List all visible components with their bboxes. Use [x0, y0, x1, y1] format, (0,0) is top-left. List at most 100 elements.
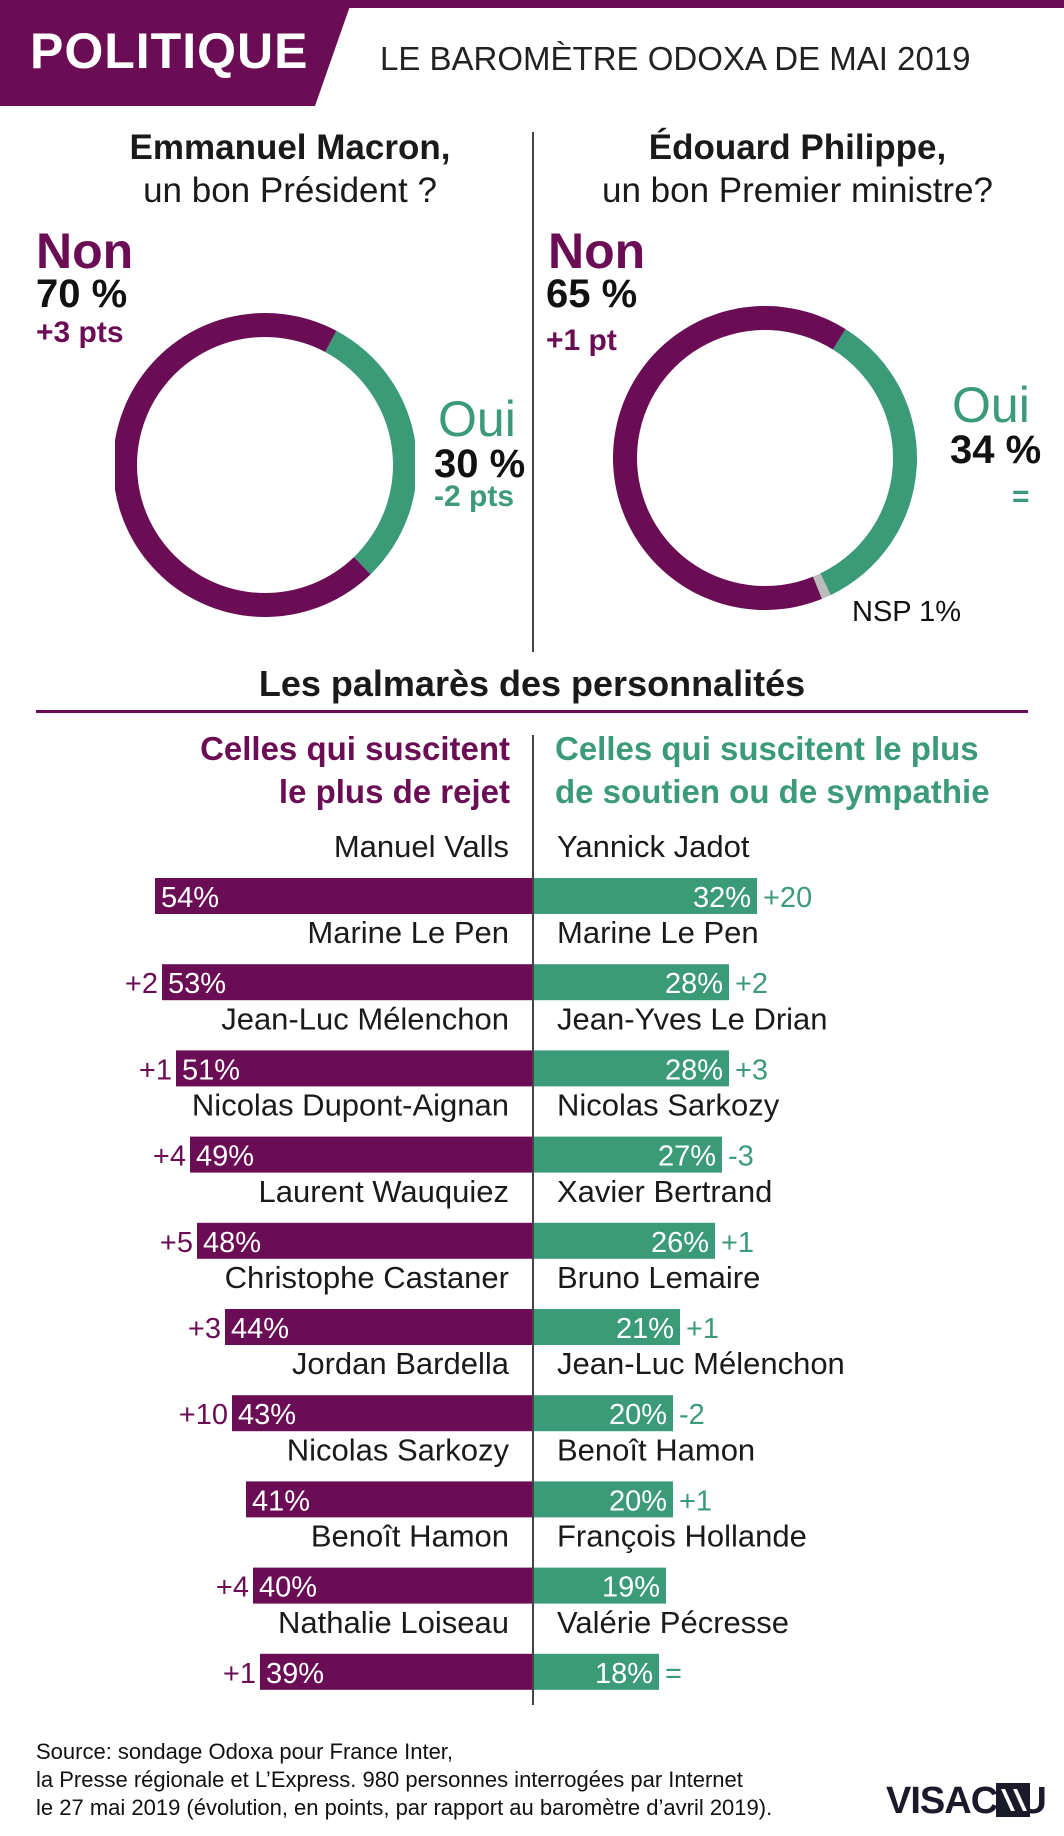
support-bar-change: = — [665, 1658, 682, 1690]
reject-bar — [232, 1395, 533, 1432]
support-bar-value: 20% — [609, 1485, 667, 1517]
support-bar-value: 26% — [651, 1227, 709, 1259]
support-bar — [533, 1050, 729, 1087]
support-person-name: Yannick Jadot — [557, 829, 750, 864]
support-bar — [533, 1309, 680, 1345]
reject-person-name: Laurent Wauquiez — [259, 1174, 509, 1209]
reject-bar — [155, 878, 533, 914]
reject-person-name: Marine Le Pen — [307, 915, 509, 950]
support-bar-change: +1 — [679, 1485, 712, 1517]
donut-slice-nsp-1 — [812, 573, 831, 599]
reject-bar-change: +1 — [139, 1054, 172, 1086]
macron-oui-change: -2 pts — [434, 480, 515, 513]
support-bar — [533, 1222, 715, 1259]
philippe-oui-value: 34 % — [950, 428, 1042, 472]
palmares-divider — [532, 735, 534, 1705]
support-person-name: Jean-Yves Le Drian — [557, 1001, 828, 1036]
support-bar — [533, 1136, 722, 1173]
reject-person-name: Manuel Valls — [334, 829, 509, 864]
visactu-logo-icon — [996, 1783, 1030, 1817]
reject-bar-value: 48% — [203, 1227, 261, 1259]
reject-bar — [253, 1567, 533, 1604]
philippe-donut — [613, 306, 917, 610]
reject-bar-value: 40% — [259, 1572, 317, 1604]
reject-bar-value: 54% — [161, 882, 219, 914]
poll-macron-name: Emmanuel Macron, — [129, 128, 451, 167]
poll-divider — [532, 132, 534, 652]
macron-non-change: +3 pts — [36, 316, 124, 349]
philippe-nsp-label: NSP 1% — [852, 596, 962, 628]
support-person-name: Bruno Lemaire — [557, 1260, 760, 1295]
support-person-name: Xavier Bertrand — [557, 1174, 772, 1209]
reject-person-name: Jordan Bardella — [292, 1346, 510, 1381]
philippe-non-label: Non — [548, 223, 646, 279]
support-bar-value: 21% — [616, 1313, 674, 1345]
reject-bar-value: 44% — [231, 1313, 289, 1345]
reject-bar — [260, 1653, 533, 1690]
support-person-name: Marine Le Pen — [557, 915, 759, 950]
poll-philippe-title: Édouard Philippe, un bon Premier ministr… — [545, 126, 1050, 212]
reject-bar — [246, 1481, 533, 1518]
support-column-title: Celles qui suscitent le plus de soutien … — [555, 727, 990, 813]
reject-bar — [190, 1136, 533, 1173]
support-title-line-2: de soutien ou de sympathie — [555, 773, 990, 810]
support-bar-change: +1 — [721, 1227, 754, 1259]
reject-column-title: Celles qui suscitent le plus de rejet — [200, 727, 510, 813]
philippe-non-value: 65 % — [546, 272, 638, 316]
support-bar-value: 28% — [665, 968, 723, 1000]
support-bar-change: -3 — [728, 1141, 754, 1173]
philippe-non-change: +1 pt — [546, 324, 617, 357]
poll-philippe-name: Édouard Philippe, — [648, 128, 947, 167]
section-title: POLITIQUE — [30, 23, 309, 79]
palmares-rule — [36, 710, 1028, 713]
reject-bar — [176, 1050, 533, 1087]
reject-bar-value: 53% — [168, 968, 226, 1000]
reject-person-name: Christophe Castaner — [225, 1260, 509, 1295]
reject-bar-value: 51% — [182, 1054, 240, 1086]
reject-bar-value: 49% — [196, 1141, 254, 1173]
reject-person-name: Jean-Luc Mélenchon — [221, 1001, 509, 1036]
support-bar-change: +20 — [763, 882, 812, 914]
support-bar — [533, 1395, 673, 1432]
reject-person-name: Benoît Hamon — [311, 1519, 509, 1554]
support-bar-value: 19% — [602, 1572, 660, 1604]
support-bar — [533, 1653, 659, 1690]
support-bar-change: -2 — [679, 1399, 705, 1431]
support-bar-value: 28% — [665, 1054, 723, 1086]
source-note: Source: sondage Odoxa pour France Inter,… — [36, 1738, 772, 1822]
macron-non-value: 70 % — [36, 272, 128, 316]
donut-slice-oui — [820, 329, 917, 596]
reject-bar-change: +4 — [216, 1572, 249, 1604]
section-tab — [0, 6, 350, 106]
donut-slice-oui — [325, 330, 415, 575]
support-bar-value: 20% — [609, 1399, 667, 1431]
support-person-name: Nicolas Sarkozy — [557, 1088, 780, 1123]
poll-macron-title: Emmanuel Macron, un bon Président ? — [60, 126, 520, 212]
poll-macron-question: un bon Président ? — [143, 171, 437, 210]
reject-bar-change: +3 — [188, 1313, 221, 1345]
macron-donut — [115, 313, 415, 617]
support-bar-change: +1 — [686, 1313, 719, 1345]
support-bar — [533, 1567, 666, 1604]
support-bar-value: 18% — [595, 1658, 653, 1690]
philippe-oui-label: Oui — [952, 377, 1030, 433]
header-rule — [0, 0, 1064, 8]
support-bar — [533, 964, 729, 1001]
source-line-3: le 27 mai 2019 (évolution, en points, pa… — [36, 1795, 773, 1820]
donut-slice-non — [115, 313, 371, 617]
poll-philippe-question: un bon Premier ministre? — [602, 171, 993, 210]
support-bar-change: +3 — [735, 1054, 768, 1086]
reject-bar-value: 41% — [252, 1485, 310, 1517]
reject-bar-change: +4 — [153, 1141, 186, 1173]
reject-bar-value: 43% — [238, 1399, 296, 1431]
donut-slice-non — [613, 306, 846, 610]
reject-bar-change: +5 — [160, 1227, 193, 1259]
reject-bar — [225, 1309, 533, 1345]
support-bar-change: +2 — [735, 968, 768, 1000]
macron-oui-label: Oui — [438, 391, 516, 447]
support-person-name: Benoît Hamon — [557, 1432, 755, 1467]
support-bar-value: 27% — [658, 1141, 716, 1173]
reject-bar — [197, 1222, 533, 1259]
source-line-1: Source: sondage Odoxa pour France Inter, — [36, 1739, 454, 1764]
